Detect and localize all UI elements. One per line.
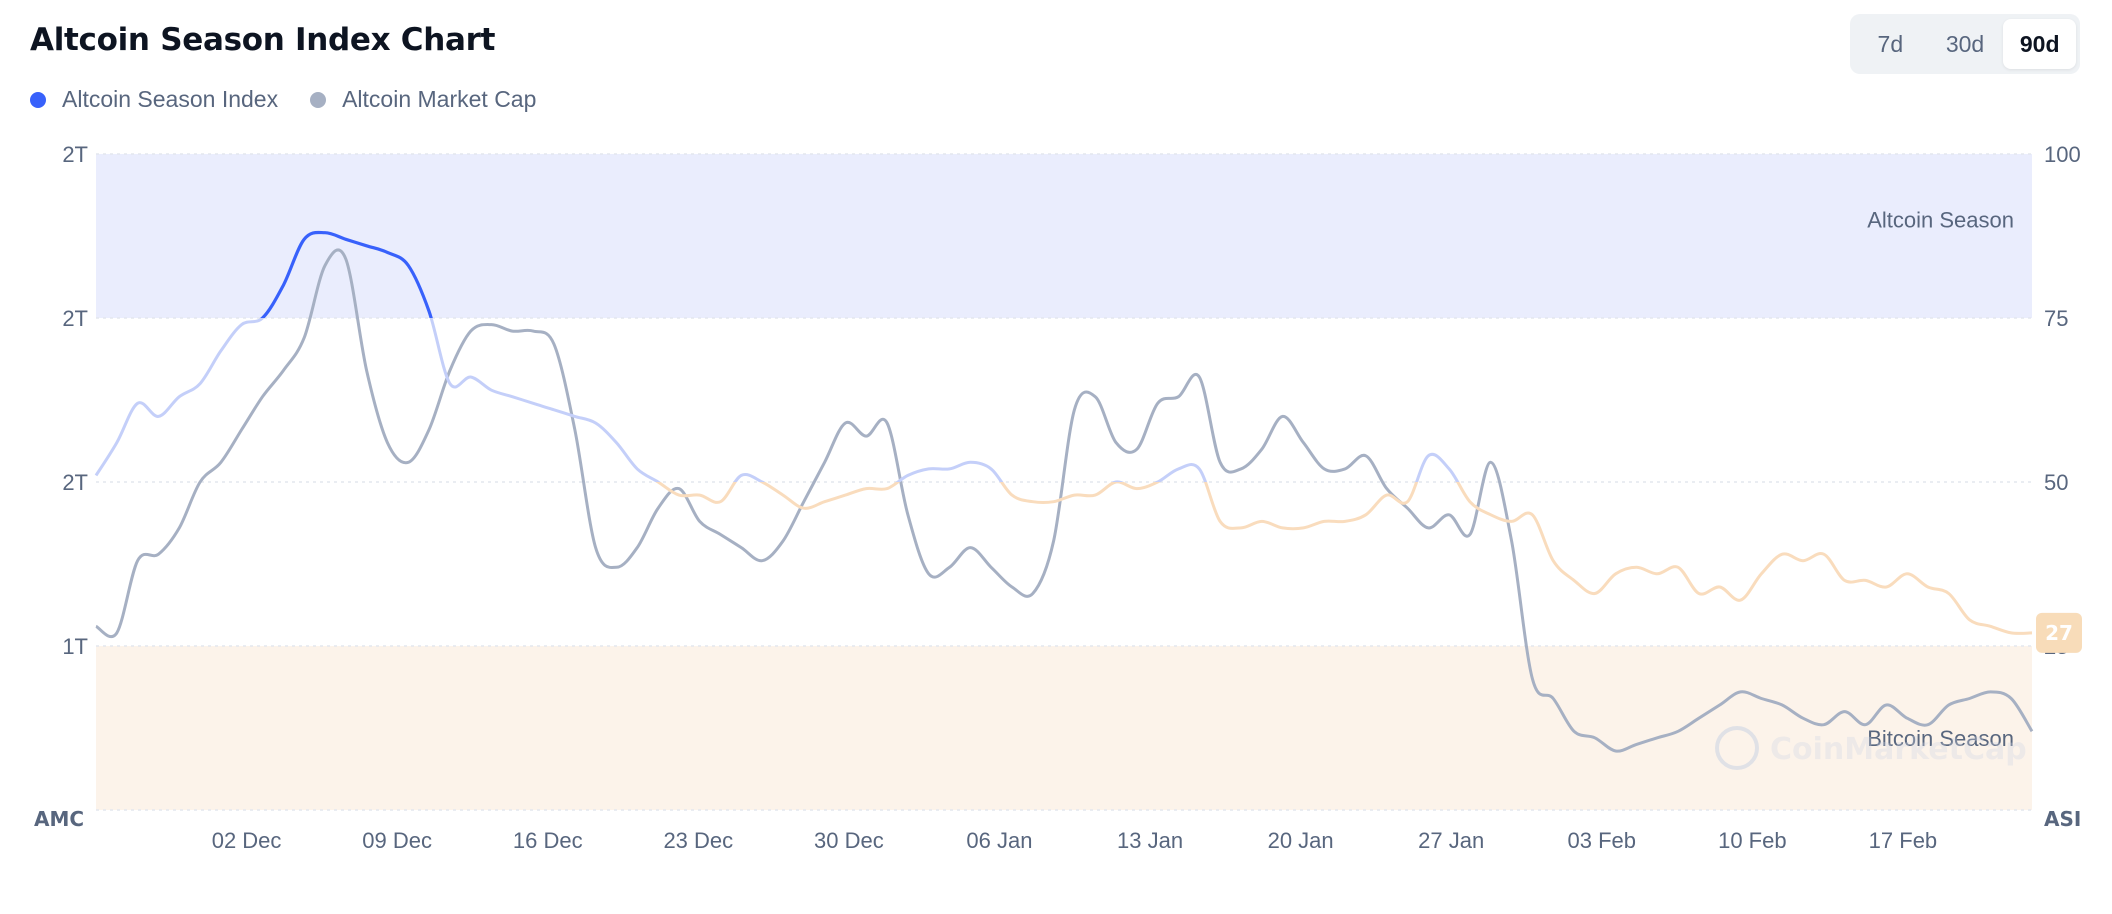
range-button-30d[interactable]: 30d (1945, 30, 1985, 57)
x-axis-tick-label: 23 Dec (663, 828, 733, 853)
left-axis-tick-label: 1T (62, 634, 88, 659)
page-title: Altcoin Season Index Chart (30, 22, 496, 58)
left-axis-tick-label: 2T (62, 142, 88, 167)
coinmarketcap-logo-icon (1715, 726, 1759, 770)
legend-dot-index (30, 91, 46, 108)
legend-dot-market-cap (310, 91, 327, 108)
coinmarketcap-watermark: CoinMarketCap (1715, 726, 2027, 770)
season-index-line-low (655, 482, 2033, 635)
right-axis-tick-label: 50 (2044, 470, 2068, 495)
season-index-line-high (259, 230, 433, 318)
time-range-toggle: 7d 30d 90d (1850, 14, 2080, 74)
right-axis-name: ASI (2044, 807, 2081, 831)
current-value-badge (2036, 612, 2082, 653)
x-axis-tick-label: 13 Jan (1117, 828, 1183, 853)
chart-legend: Altcoin Season Index Altcoin Market Cap (30, 86, 536, 113)
legend-item-index[interactable]: Altcoin Season Index (30, 86, 278, 113)
range-button-90d[interactable]: 90d (2003, 19, 2077, 69)
x-axis-tick-label: 10 Feb (1718, 828, 1787, 853)
legend-item-market-cap[interactable]: Altcoin Market Cap (310, 86, 536, 113)
left-axis-name: AMC (34, 807, 84, 831)
x-axis-tick-label: 09 Dec (362, 828, 432, 853)
x-axis-tick-label: 16 Dec (513, 828, 583, 853)
range-button-7d[interactable]: 7d (1877, 30, 1904, 57)
altcoin-season-zone (96, 154, 2032, 318)
right-axis-tick-label: 100 (2044, 142, 2081, 167)
bitcoin-season-zone (96, 646, 2032, 810)
x-axis-tick-label: 20 Jan (1268, 828, 1334, 853)
bitcoin-season-label: Bitcoin Season (1867, 726, 2014, 751)
right-axis-tick-label: 75 (2044, 306, 2068, 331)
left-axis-tick-label: 2T (62, 306, 88, 331)
market-cap-line (95, 248, 2034, 753)
altcoin-season-label: Altcoin Season (1867, 208, 2014, 233)
x-axis-tick-label: 30 Dec (814, 828, 884, 853)
x-axis-tick-label: 06 Jan (966, 828, 1032, 853)
legend-label-market-cap: Altcoin Market Cap (342, 86, 537, 112)
x-axis-tick-label: 27 Jan (1418, 828, 1484, 853)
x-axis-tick-label: 17 Feb (1869, 828, 1938, 853)
x-axis-tick-label: 03 Feb (1568, 828, 1637, 853)
left-axis-tick-label: 2T (62, 470, 88, 495)
current-value-label: 27 (2045, 621, 2073, 645)
watermark-text: CoinMarketCap (1770, 732, 2027, 767)
x-axis-tick-label: 02 Dec (212, 828, 282, 853)
legend-label-index: Altcoin Season Index (62, 86, 279, 112)
